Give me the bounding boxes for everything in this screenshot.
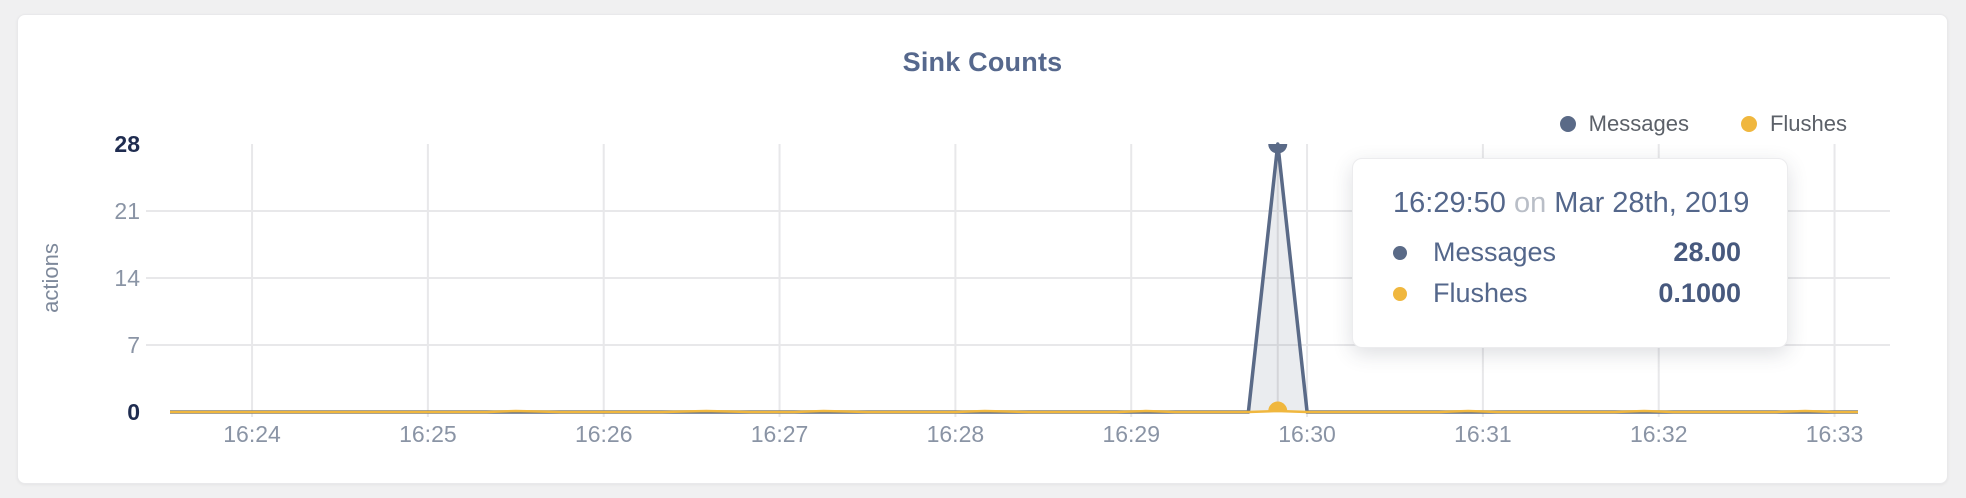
messages-series-dot-icon [1559, 116, 1576, 132]
tooltip-time: 16:29:50 [1393, 187, 1506, 219]
tooltip-row-messages: Messages 28.00 [1393, 232, 1741, 273]
flushes-series-dot-icon [1393, 286, 1407, 301]
legend-item-flushes[interactable]: Flushes [1740, 111, 1847, 137]
legend-item-messages[interactable]: Messages [1559, 111, 1689, 137]
legend-label-messages: Messages [1588, 111, 1689, 136]
legend-label-flushes: Flushes [1769, 111, 1847, 136]
chart-title: Sink Counts [902, 47, 1063, 77]
tooltip: 16:29:50 on Mar 28th, 2019 Messages 28.0… [1352, 158, 1788, 348]
tooltip-value-messages: 28.00 [1673, 237, 1741, 267]
tooltip-value-flushes: 0.1000 [1658, 278, 1741, 308]
tooltip-date: Mar 28th, 2019 [1554, 187, 1750, 219]
tooltip-connector: on [1513, 187, 1547, 219]
messages-series-dot-icon [1393, 245, 1407, 260]
tooltip-row-flushes: Flushes 0.1000 [1393, 273, 1741, 314]
tooltip-header: 16:29:50 on Mar 28th, 2019 [1393, 187, 1749, 220]
chart-legend: Messages Flushes [1559, 111, 1847, 137]
tooltip-label-flushes: Flushes [1433, 278, 1528, 308]
tooltip-label-messages: Messages [1433, 237, 1557, 267]
flushes-series-dot-icon [1740, 116, 1757, 132]
